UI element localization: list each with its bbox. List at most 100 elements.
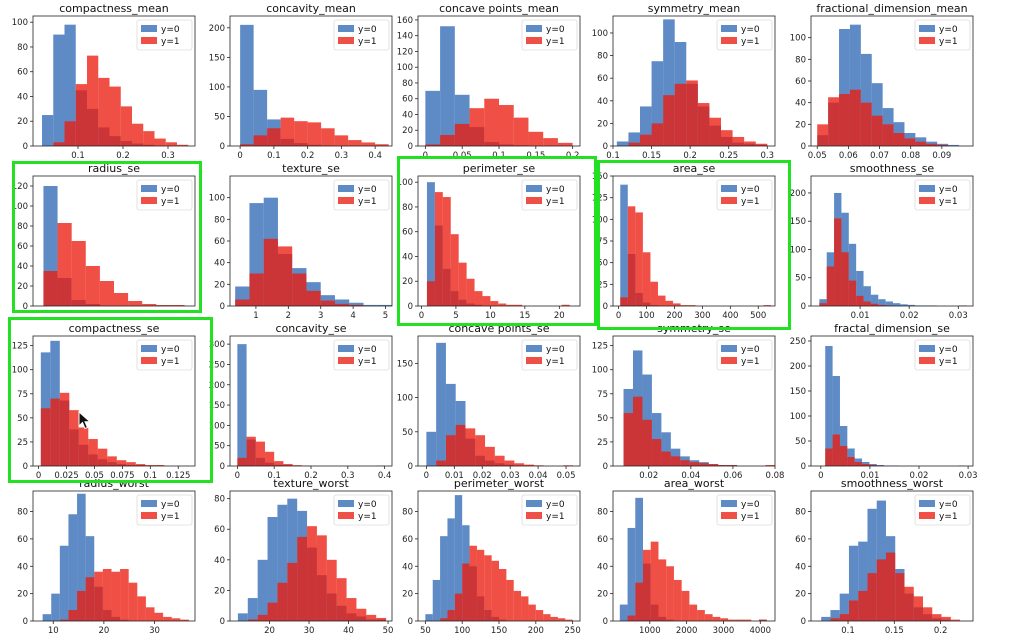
bar-y1 bbox=[470, 108, 485, 146]
y-tick-label: 100 bbox=[592, 366, 608, 376]
bar-y1 bbox=[904, 138, 915, 146]
legend-label-y0: y=0 bbox=[939, 185, 958, 195]
y-tick-label: 60 bbox=[17, 242, 28, 252]
legend-label-y1: y=1 bbox=[939, 512, 958, 522]
y-tick-label: 200 bbox=[209, 381, 225, 391]
legend-swatch-y0 bbox=[141, 500, 157, 507]
legend-label-y0: y=0 bbox=[741, 185, 760, 195]
bar-y0 bbox=[238, 613, 248, 621]
legend-swatch-y0 bbox=[338, 345, 354, 352]
x-tick-label: 0.15 bbox=[885, 626, 904, 636]
x-tick-label: 300 bbox=[694, 311, 710, 321]
y-tick-label: 50 bbox=[795, 437, 806, 447]
legend-label-y1: y=1 bbox=[358, 512, 377, 522]
y-tick-label: 250 bbox=[790, 337, 806, 347]
bar-y1 bbox=[455, 594, 462, 621]
bar-y1 bbox=[264, 239, 278, 306]
bar-y0 bbox=[426, 432, 436, 466]
bar-y1 bbox=[376, 618, 386, 621]
x-tick-label: 4000 bbox=[749, 626, 771, 636]
y-tick-label: 75 bbox=[597, 237, 608, 247]
legend-swatch-y0 bbox=[338, 185, 354, 192]
bar-y1 bbox=[620, 297, 628, 306]
bar-y1 bbox=[514, 118, 529, 146]
y-tick-label: 60 bbox=[402, 228, 413, 238]
bar-y1 bbox=[640, 135, 652, 146]
legend-swatch-y1 bbox=[526, 197, 542, 204]
legend-swatch-y0 bbox=[141, 25, 157, 32]
y-tick-label: 0 bbox=[603, 462, 608, 472]
bar-y0 bbox=[42, 115, 53, 146]
bar-y1 bbox=[635, 212, 643, 306]
y-tick-label: 100 bbox=[397, 63, 413, 73]
bar-y1 bbox=[121, 106, 132, 146]
x-tick-label: 0 bbox=[419, 311, 424, 321]
y-tick-label: 100 bbox=[209, 421, 225, 431]
bar-y1 bbox=[265, 452, 274, 466]
x-tick-label: 0.1 bbox=[841, 626, 855, 636]
y-tick-label: 120 bbox=[397, 47, 413, 57]
y-tick-label: 60 bbox=[402, 535, 413, 545]
panel-title: perimeter_worst bbox=[454, 477, 545, 490]
legend-swatch-y1 bbox=[141, 197, 157, 204]
bar-y1 bbox=[258, 615, 268, 621]
legend-swatch-y0 bbox=[919, 345, 935, 352]
panel-title: concave points_mean bbox=[439, 2, 559, 15]
panel-title: symmetry_se bbox=[657, 322, 731, 335]
y-tick-label: 20 bbox=[795, 590, 806, 600]
bar-y1 bbox=[50, 399, 59, 466]
y-tick-label: 0 bbox=[408, 617, 413, 627]
y-tick-label: 150 bbox=[209, 53, 225, 63]
bar-y1 bbox=[98, 78, 109, 146]
x-tick-label: 0.02 bbox=[639, 471, 658, 481]
x-tick-label: 40 bbox=[343, 626, 354, 636]
bar-y1 bbox=[110, 87, 121, 146]
legend-swatch-y0 bbox=[721, 345, 737, 352]
x-tick-label: 0.4 bbox=[368, 151, 382, 161]
x-tick-label: 0 bbox=[235, 471, 240, 481]
x-tick-label: 100 bbox=[638, 311, 654, 321]
bar-y1 bbox=[932, 614, 941, 621]
bar-y1 bbox=[321, 128, 335, 146]
y-tick-label: 20 bbox=[17, 590, 28, 600]
bar-y1 bbox=[100, 281, 114, 306]
bar-y0 bbox=[60, 546, 69, 621]
x-tick-label: 2 bbox=[286, 311, 291, 321]
y-tick-label: 0 bbox=[23, 302, 28, 312]
legend-swatch-y0 bbox=[721, 185, 737, 192]
bar-y1 bbox=[840, 446, 847, 466]
legend-swatch-y0 bbox=[919, 185, 935, 192]
bar-y0 bbox=[248, 598, 258, 621]
bar-y1 bbox=[60, 393, 69, 466]
legend-label-y0: y=0 bbox=[161, 185, 180, 195]
legend-swatch-y0 bbox=[141, 345, 157, 352]
y-tick-label: 50 bbox=[214, 112, 225, 122]
legend-label-y0: y=0 bbox=[161, 25, 180, 35]
bar-y1 bbox=[840, 614, 849, 621]
x-tick-label: 0 bbox=[237, 151, 242, 161]
bar-y1 bbox=[126, 462, 135, 466]
bar-y1 bbox=[278, 246, 292, 306]
bar-y1 bbox=[841, 252, 848, 306]
y-tick-label: 80 bbox=[214, 495, 225, 505]
x-tick-label: 100 bbox=[454, 626, 470, 636]
bar-y0 bbox=[440, 26, 455, 146]
bar-y1 bbox=[864, 301, 871, 306]
y-tick-label: 20 bbox=[402, 126, 413, 136]
y-tick-label: 150 bbox=[209, 401, 225, 411]
y-tick-label: 40 bbox=[214, 556, 225, 566]
x-tick-label: 1000 bbox=[639, 626, 661, 636]
y-tick-label: 100 bbox=[790, 245, 806, 255]
bar-y1 bbox=[87, 56, 98, 146]
bar-y0 bbox=[825, 346, 832, 466]
legend-label-y1: y=1 bbox=[358, 357, 377, 367]
bar-y1 bbox=[628, 206, 636, 306]
y-tick-label: 60 bbox=[17, 535, 28, 545]
x-tick-label: 0.2 bbox=[301, 151, 315, 161]
bar-y1 bbox=[86, 577, 95, 621]
x-tick-label: 0.06 bbox=[839, 151, 858, 161]
y-tick-label: 0 bbox=[220, 302, 225, 312]
y-tick-label: 0 bbox=[801, 142, 806, 152]
